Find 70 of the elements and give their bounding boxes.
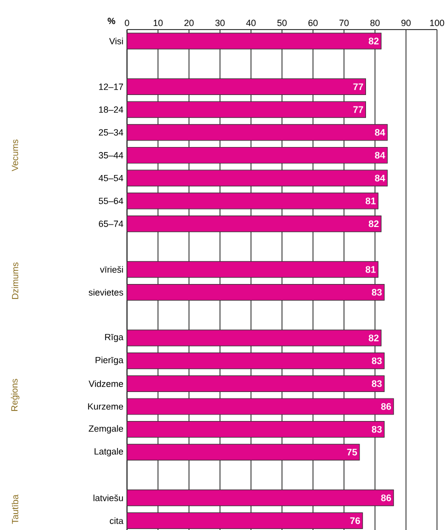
x-tick-label: 50: [277, 20, 287, 26]
x-tick-label: 100: [430, 20, 444, 26]
x-tick-label: 90: [401, 20, 411, 26]
bar: [126, 101, 366, 118]
text: Dzimums: [12, 262, 18, 299]
bar: [126, 512, 363, 529]
y-tick-label: Latgale: [94, 448, 124, 456]
x-tick-label: 80: [370, 20, 380, 26]
y-tick-label: Visi: [109, 38, 123, 44]
bar: [126, 78, 366, 96]
x-tick-label: 60: [308, 20, 318, 26]
y-tick-label: Kurzeme: [88, 403, 124, 410]
y-tick-label: 55–64: [98, 198, 124, 204]
x-tick-label: 30: [215, 20, 225, 26]
bar: [126, 146, 388, 164]
text: Tautība: [12, 494, 18, 524]
data-label: 84: [374, 129, 386, 136]
bar: [126, 375, 385, 392]
y-tick-label: 25–34: [98, 129, 124, 136]
y-tick-label: 18–24: [99, 106, 124, 113]
data-label: 82: [368, 220, 379, 228]
data-label: 86: [381, 494, 392, 502]
data-label: 84: [374, 174, 386, 182]
bar: [126, 444, 360, 460]
bar: [126, 421, 385, 438]
data-label: 81: [366, 266, 376, 273]
y-tick-label: 45–54: [98, 174, 124, 182]
x-tick-label: 10: [154, 20, 163, 26]
text: Vecums: [12, 140, 18, 172]
bar: [126, 32, 382, 50]
x-tick-label: 70: [339, 20, 349, 26]
y-tick-label: 65–74: [98, 220, 124, 227]
x-tick-label: 0: [124, 20, 130, 26]
data-label: 82: [368, 334, 379, 342]
data-label: 81: [366, 198, 376, 204]
y-tick-label: sievietes: [88, 288, 124, 296]
bar: [126, 170, 388, 186]
y-tick-label: vīrieši: [100, 266, 123, 273]
y-tick-label: 35–44: [98, 152, 124, 158]
data-label: 86: [381, 403, 392, 410]
x-tick-label: 40: [246, 20, 256, 26]
bar: [126, 352, 385, 370]
y-tick-label: Vidzeme: [88, 380, 124, 387]
data-label: 83: [372, 288, 382, 296]
data-label: 83: [372, 380, 382, 388]
text: Reģions: [10, 378, 20, 411]
y-tick-label: Pierīga: [96, 356, 124, 366]
y-tick-label: Zemgale: [88, 425, 124, 434]
bar: [126, 215, 382, 232]
data-label: 75: [347, 448, 358, 456]
data-label: 82: [368, 38, 379, 44]
bar: [126, 330, 382, 346]
bar: [126, 398, 394, 415]
data-label: 83: [372, 357, 382, 364]
bar: [126, 192, 378, 210]
bar: [126, 124, 388, 141]
data-label: 84: [374, 152, 386, 159]
bar: [126, 284, 385, 301]
y-tick-label: latviešu: [94, 494, 123, 502]
y-tick-label: 12–17: [99, 84, 123, 90]
bar: [126, 261, 378, 278]
y-tick-label: cita: [110, 517, 124, 524]
data-label: 76: [350, 517, 360, 524]
x-axis-title: %: [108, 18, 116, 24]
data-label: 77: [353, 83, 364, 90]
bar: [126, 490, 394, 506]
data-label: 77: [353, 106, 364, 113]
x-tick-label: 20: [184, 20, 194, 26]
y-tick-label: Rīga: [105, 334, 124, 342]
data-label: 83: [372, 426, 382, 433]
